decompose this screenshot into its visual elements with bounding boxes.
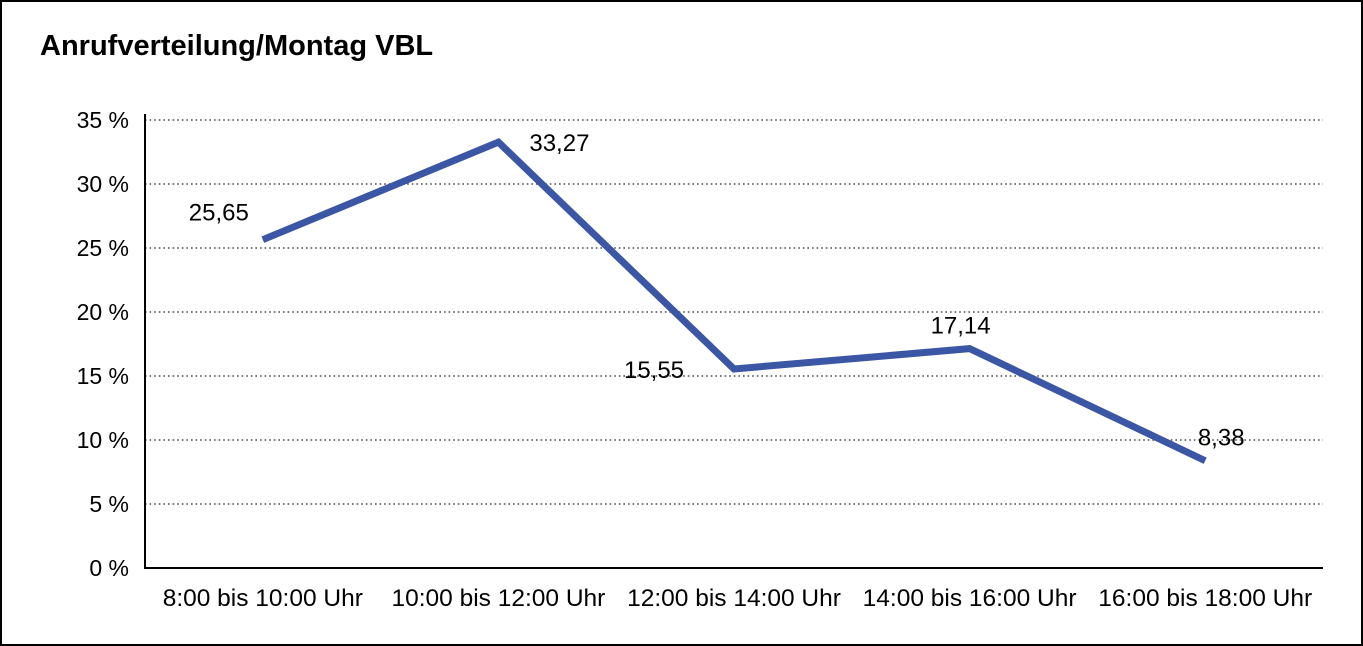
x-tick-label: 16:00 bis 18:00 Uhr: [1098, 585, 1312, 612]
y-tick-label: 35 %: [77, 107, 129, 133]
y-tick-label: 10 %: [77, 427, 129, 453]
data-label: 33,27: [529, 130, 589, 157]
data-label: 15,55: [624, 357, 684, 384]
series-line: [261, 138, 1207, 464]
y-tick-label: 30 %: [77, 171, 129, 197]
y-tick-label: 15 %: [77, 363, 129, 389]
x-tick-label: 8:00 bis 10:00 Uhr: [163, 585, 363, 612]
x-tick-label: 14:00 bis 16:00 Uhr: [863, 585, 1077, 612]
y-tick-label: 0 %: [89, 555, 129, 581]
x-tick-label: 12:00 bis 14:00 Uhr: [627, 585, 841, 612]
data-label: 17,14: [931, 313, 991, 340]
y-tick-label: 25 %: [77, 235, 129, 261]
chart-title: Anrufverteilung/Montag VBL: [40, 30, 434, 62]
y-tick-label: 5 %: [89, 491, 129, 517]
data-label: 25,65: [189, 200, 249, 227]
x-tick-label: 10:00 bis 12:00 Uhr: [391, 585, 605, 612]
data-label: 8,38: [1198, 425, 1245, 452]
y-tick-label: 20 %: [77, 299, 129, 325]
